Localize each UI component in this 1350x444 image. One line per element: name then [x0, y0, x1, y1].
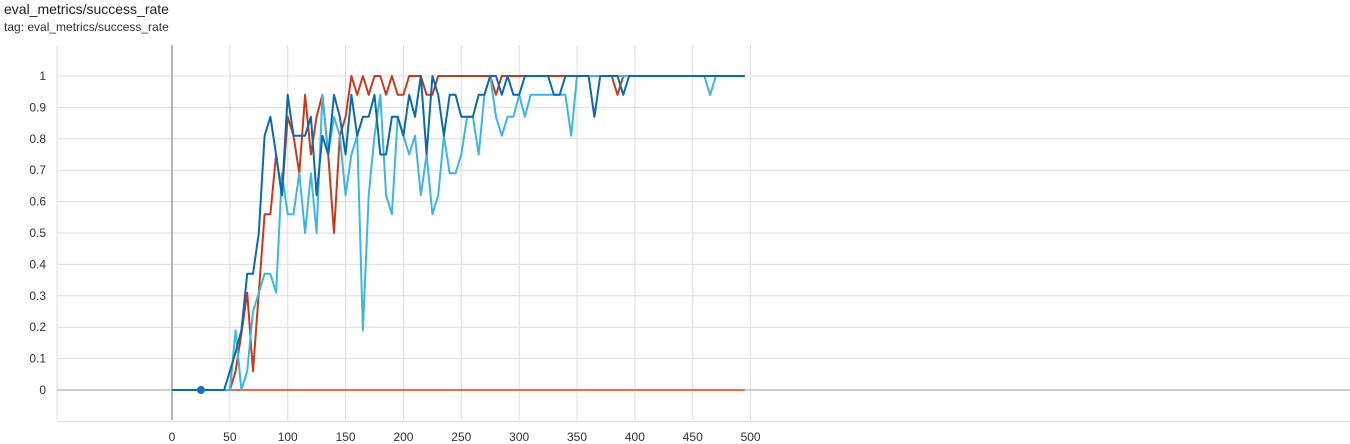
x-tick-label: 250 — [451, 430, 471, 444]
y-tick-label: 0.6 — [29, 195, 46, 209]
y-tick-label: 0.4 — [29, 257, 46, 271]
y-tick-label: 1 — [39, 69, 46, 83]
y-tick-label: 0 — [39, 383, 46, 397]
x-tick-label: 450 — [683, 430, 703, 444]
x-tick-label: 350 — [567, 430, 587, 444]
chart-title: eval_metrics/success_rate — [4, 1, 169, 17]
y-tick-label: 0.1 — [29, 352, 46, 366]
chart-tag: tag: eval_metrics/success_rate — [4, 20, 169, 34]
y-tick-label: 0.2 — [29, 320, 46, 334]
series-line-4 — [172, 75, 745, 391]
y-tick-label: 0.7 — [29, 163, 46, 177]
y-tick-label: 0.9 — [29, 100, 46, 114]
y-tick-label: 0.3 — [29, 289, 46, 303]
y-tick-label: 0.5 — [29, 226, 46, 240]
x-tick-label: 0 — [169, 430, 176, 444]
y-tick-label: 0.8 — [29, 132, 46, 146]
x-tick-label: 50 — [223, 430, 237, 444]
data-point-marker[interactable] — [196, 386, 205, 394]
x-tick-label: 400 — [625, 430, 645, 444]
x-tick-label: 150 — [336, 430, 356, 444]
x-tick-label: 500 — [741, 430, 761, 444]
x-tick-label: 300 — [509, 430, 529, 444]
x-tick-label: 100 — [278, 430, 298, 444]
x-tick-label: 200 — [393, 430, 413, 444]
